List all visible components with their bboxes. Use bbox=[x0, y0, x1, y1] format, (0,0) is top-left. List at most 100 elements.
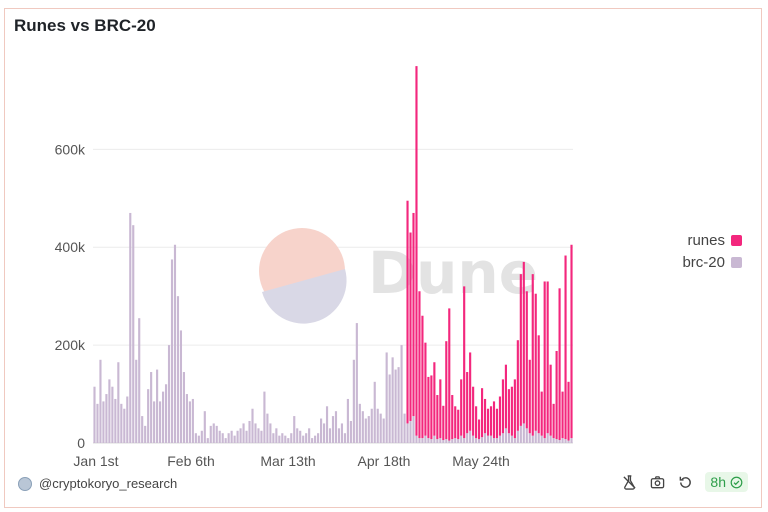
bar-brc20[interactable] bbox=[421, 438, 424, 443]
bar-brc20[interactable] bbox=[159, 401, 162, 443]
flask-icon[interactable] bbox=[621, 474, 637, 490]
bar-brc20[interactable] bbox=[510, 435, 513, 443]
bar-brc20[interactable] bbox=[331, 416, 335, 443]
bar-brc20[interactable] bbox=[337, 428, 341, 443]
bar-brc20[interactable] bbox=[96, 403, 99, 443]
bar-brc20[interactable] bbox=[150, 372, 153, 443]
bar-brc20[interactable] bbox=[182, 372, 186, 443]
bar-runes[interactable] bbox=[561, 391, 564, 439]
bar-brc20[interactable] bbox=[156, 369, 159, 443]
bar-brc20[interactable] bbox=[322, 423, 326, 443]
bar-runes[interactable] bbox=[522, 261, 525, 424]
bar-brc20[interactable] bbox=[129, 212, 132, 443]
bar-runes[interactable] bbox=[564, 255, 567, 440]
bar-brc20[interactable] bbox=[230, 430, 233, 443]
bar-brc20[interactable] bbox=[403, 413, 406, 443]
legend-item-brc20[interactable]: brc-20 bbox=[682, 251, 742, 273]
bar-brc20[interactable] bbox=[540, 435, 543, 443]
bar-runes[interactable] bbox=[448, 308, 451, 441]
bar-runes[interactable] bbox=[495, 408, 499, 439]
bar-brc20[interactable] bbox=[218, 430, 221, 443]
bar-brc20[interactable] bbox=[552, 438, 555, 443]
bar-brc20[interactable] bbox=[525, 428, 528, 443]
bar-brc20[interactable] bbox=[203, 411, 206, 443]
bar-brc20[interactable] bbox=[257, 428, 260, 443]
bar-brc20[interactable] bbox=[325, 406, 329, 443]
bar-runes[interactable] bbox=[486, 408, 490, 436]
bar-brc20[interactable] bbox=[144, 425, 147, 443]
bar-brc20[interactable] bbox=[287, 438, 290, 443]
bar-brc20[interactable] bbox=[299, 430, 302, 443]
bar-brc20[interactable] bbox=[141, 416, 144, 443]
bar-runes[interactable] bbox=[555, 350, 558, 440]
bar-brc20[interactable] bbox=[161, 391, 165, 443]
bar-brc20[interactable] bbox=[227, 433, 230, 443]
bar-brc20[interactable] bbox=[93, 386, 96, 443]
bar-brc20[interactable] bbox=[460, 435, 463, 443]
bar-runes[interactable] bbox=[498, 396, 502, 436]
bar-brc20[interactable] bbox=[302, 435, 305, 443]
bar-brc20[interactable] bbox=[245, 430, 248, 443]
bar-brc20[interactable] bbox=[346, 398, 349, 443]
bar-brc20[interactable] bbox=[147, 389, 150, 443]
bar-brc20[interactable] bbox=[570, 438, 573, 443]
bar-brc20[interactable] bbox=[483, 433, 487, 443]
bar-brc20[interactable] bbox=[507, 433, 510, 443]
bar-brc20[interactable] bbox=[328, 428, 332, 443]
bar-brc20[interactable] bbox=[215, 425, 218, 443]
bar-brc20[interactable] bbox=[492, 438, 496, 443]
bar-runes[interactable] bbox=[451, 395, 454, 440]
bar-brc20[interactable] bbox=[317, 433, 320, 443]
bar-runes[interactable] bbox=[424, 342, 427, 436]
bar-runes[interactable] bbox=[480, 388, 484, 438]
bar-runes[interactable] bbox=[504, 364, 507, 429]
bar-brc20[interactable] bbox=[388, 374, 391, 443]
bar-brc20[interactable] bbox=[111, 386, 114, 443]
bar-runes[interactable] bbox=[427, 376, 430, 439]
bar-brc20[interactable] bbox=[379, 413, 382, 443]
bar-brc20[interactable] bbox=[436, 439, 439, 443]
bar-brc20[interactable] bbox=[391, 357, 394, 443]
bar-brc20[interactable] bbox=[442, 440, 445, 443]
bar-brc20[interactable] bbox=[567, 440, 570, 443]
bar-brc20[interactable] bbox=[260, 430, 263, 443]
bar-brc20[interactable] bbox=[170, 259, 174, 443]
bar-brc20[interactable] bbox=[501, 433, 505, 443]
bar-brc20[interactable] bbox=[236, 430, 239, 443]
bar-runes[interactable] bbox=[507, 389, 510, 434]
bar-brc20[interactable] bbox=[364, 418, 367, 443]
legend-item-runes[interactable]: runes bbox=[682, 229, 742, 251]
bar-runes[interactable] bbox=[421, 315, 424, 439]
bar-brc20[interactable] bbox=[564, 439, 567, 443]
bar-brc20[interactable] bbox=[415, 435, 418, 443]
bar-brc20[interactable] bbox=[519, 425, 522, 443]
bar-brc20[interactable] bbox=[296, 428, 299, 443]
bar-brc20[interactable] bbox=[272, 433, 275, 443]
bar-brc20[interactable] bbox=[537, 433, 540, 443]
bar-runes[interactable] bbox=[510, 386, 513, 436]
bar-brc20[interactable] bbox=[114, 398, 117, 443]
bar-runes[interactable] bbox=[525, 291, 528, 429]
bar-brc20[interactable] bbox=[451, 439, 454, 443]
bar-brc20[interactable] bbox=[242, 423, 245, 443]
bar-brc20[interactable] bbox=[269, 423, 272, 443]
bar-brc20[interactable] bbox=[373, 381, 376, 443]
bar-brc20[interactable] bbox=[528, 433, 531, 443]
bar-brc20[interactable] bbox=[486, 435, 490, 443]
bar-brc20[interactable] bbox=[549, 435, 552, 443]
bar-brc20[interactable] bbox=[132, 225, 135, 443]
bar-runes[interactable] bbox=[528, 359, 531, 434]
bar-runes[interactable] bbox=[552, 403, 555, 439]
bar-brc20[interactable] bbox=[397, 367, 400, 443]
bar-brc20[interactable] bbox=[248, 420, 251, 443]
bar-brc20[interactable] bbox=[167, 345, 171, 443]
author-link[interactable]: @cryptokoryo_research bbox=[18, 476, 177, 491]
bar-runes[interactable] bbox=[463, 286, 466, 439]
bar-brc20[interactable] bbox=[224, 438, 227, 443]
bar-brc20[interactable] bbox=[385, 352, 388, 443]
bar-brc20[interactable] bbox=[498, 435, 502, 443]
bar-brc20[interactable] bbox=[355, 323, 358, 443]
bar-brc20[interactable] bbox=[254, 423, 257, 443]
bar-brc20[interactable] bbox=[197, 435, 200, 443]
bar-runes[interactable] bbox=[478, 419, 481, 440]
